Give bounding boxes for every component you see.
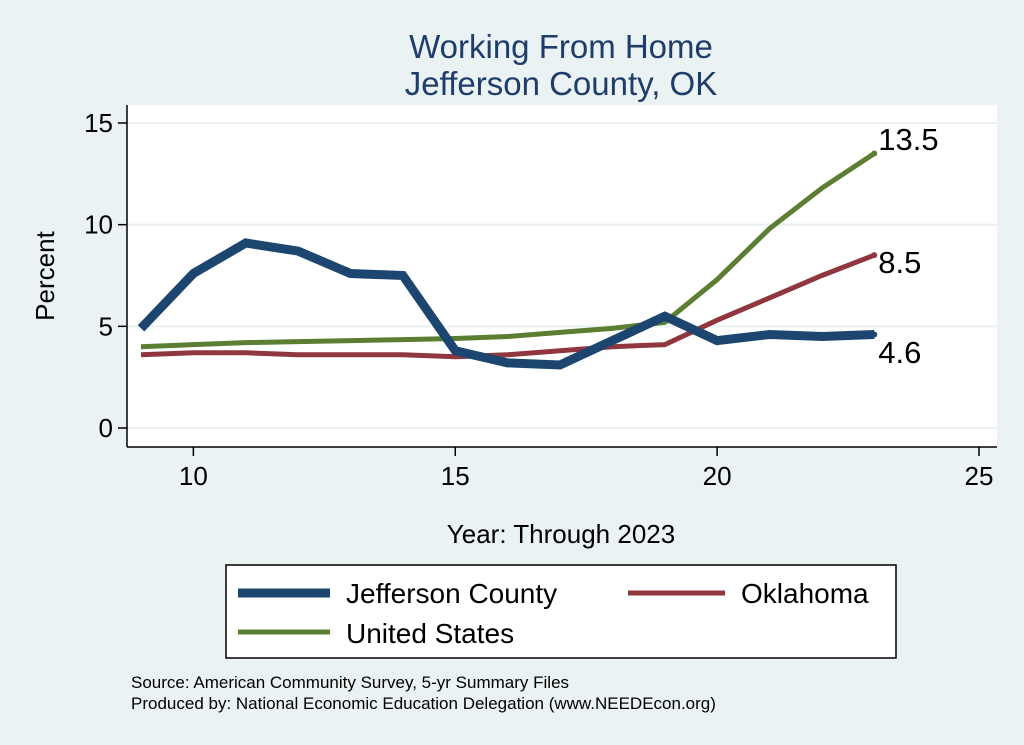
x-tick-label: 10 xyxy=(179,461,208,491)
series-endpoint-united-states xyxy=(871,150,878,157)
x-axis-ticks: 10 15 20 25 xyxy=(179,447,994,491)
series-line-oklahoma xyxy=(140,252,876,360)
x-axis-title: Year: Through 2023 xyxy=(447,519,675,549)
series-layer xyxy=(137,150,878,370)
end-label-jefferson-county: 4.6 xyxy=(878,335,921,370)
x-tick-label: 25 xyxy=(965,461,994,491)
source-note: Source: American Community Survey, 5-yr … xyxy=(131,673,569,692)
gridlines xyxy=(127,122,997,429)
series-line-jefferson-county xyxy=(137,238,875,370)
y-axis-ticks: 0 5 10 15 xyxy=(84,108,127,443)
y-tick-label: 5 xyxy=(99,311,113,341)
end-labels: 4.6 8.5 13.5 xyxy=(878,122,938,370)
chart-title-line-1: Working From Home xyxy=(409,28,713,65)
plot-area xyxy=(127,105,997,447)
end-label-united-states: 13.5 xyxy=(878,122,938,157)
produced-by-note: Produced by: National Economic Education… xyxy=(131,694,716,713)
legend-label-united-states: United States xyxy=(346,618,514,649)
y-tick-label: 0 xyxy=(99,413,113,443)
legend: Jefferson County Oklahoma United States xyxy=(238,578,869,649)
legend-box xyxy=(225,564,897,659)
legend-label-jefferson-county: Jefferson County xyxy=(346,578,557,609)
end-label-oklahoma: 8.5 xyxy=(878,245,921,280)
y-axis-title: Percent xyxy=(30,230,60,320)
chart-title-line-2: Jefferson County, OK xyxy=(405,65,717,102)
series-line-united-states xyxy=(140,151,876,350)
y-tick-label: 15 xyxy=(84,108,113,138)
legend-label-oklahoma: Oklahoma xyxy=(741,578,869,609)
x-tick-label: 15 xyxy=(441,461,470,491)
series-endpoint-oklahoma xyxy=(871,252,878,259)
y-tick-label: 10 xyxy=(84,210,113,240)
x-tick-label: 20 xyxy=(703,461,732,491)
series-endpoint-jefferson-county xyxy=(871,331,878,338)
